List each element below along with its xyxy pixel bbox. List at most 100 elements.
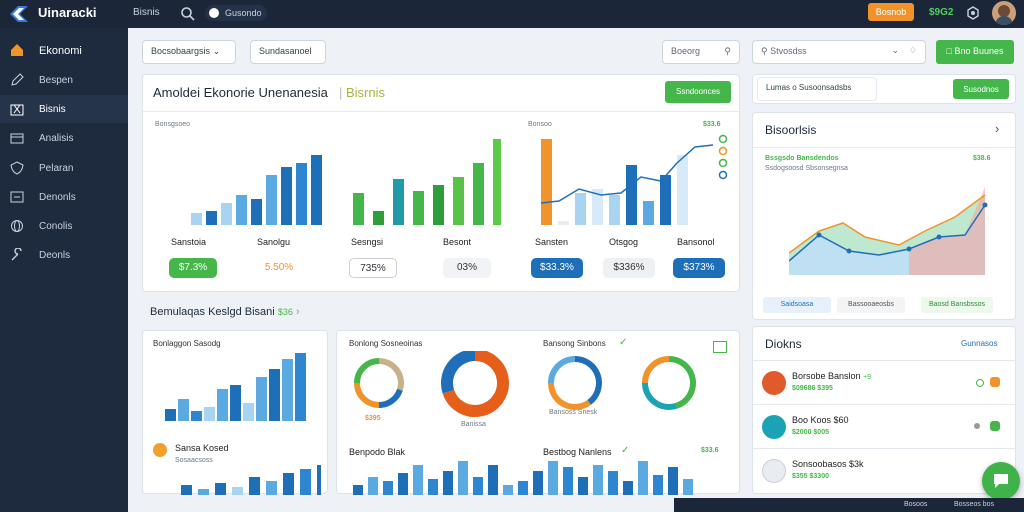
chart-bar — [433, 185, 444, 225]
right-filter-select[interactable]: Lumas o Susoonsadsbs — [757, 77, 877, 101]
chart-bar — [191, 411, 202, 421]
list-item-title: Boo Koos $60 — [792, 415, 849, 425]
sidebar-item-details[interactable]: Denonls — [0, 183, 128, 211]
user-avatar[interactable] — [992, 1, 1016, 25]
nav-link[interactable]: Bisnis — [133, 7, 160, 18]
section2-panel1: Bonlaggon Sasodg Sansa Kosed Sosaacsoss — [142, 330, 328, 495]
sidebar-item-business[interactable]: Bisnis — [0, 95, 128, 123]
donut-segment — [354, 382, 380, 408]
chart-bar — [198, 489, 209, 495]
panel3-pct-badge-3: $373% — [673, 258, 725, 278]
chart-point — [982, 202, 988, 208]
donut-label-2: Banissa — [461, 421, 486, 428]
sidebar-item-payments[interactable]: Pelaran — [0, 154, 128, 182]
search-input[interactable]: Boeorg — [671, 46, 701, 56]
right-filter-button[interactable]: Susodnos — [953, 79, 1009, 99]
trend-chip-3[interactable]: Baosd Bansbssos — [921, 297, 993, 313]
home-icon — [11, 44, 23, 56]
chart-bar — [266, 481, 277, 495]
summary-accent-label: Bisrnis — [346, 85, 386, 100]
chart-bar — [643, 201, 654, 225]
panel1-label-2: Sanolgu — [257, 237, 291, 247]
sidebar-item-controls[interactable]: Conolis — [0, 212, 128, 240]
footer-link-1[interactable]: Bosoos — [904, 501, 928, 508]
donut-label: $395 — [365, 415, 381, 422]
chart-bar — [317, 465, 321, 495]
primary-cta-button[interactable]: Bosnob — [868, 3, 914, 21]
chat-icon — [994, 474, 1008, 488]
donut-segment — [642, 382, 678, 410]
sidebar-item-reports[interactable]: Bespen — [0, 66, 128, 94]
apply-button[interactable]: □ Bno Buunes — [936, 40, 1014, 64]
chart-bar — [398, 473, 408, 495]
list-item-subtitle: $355 $3300 — [792, 473, 829, 480]
chart-bar — [236, 195, 247, 225]
chart-bar — [204, 407, 215, 421]
sidebar: Ekonomi Bespen Bisnis Analisis Pelaran D… — [0, 28, 128, 512]
global-search[interactable]: ⚲ Stvosdss ⌄ ♢ — [752, 40, 926, 64]
chart-bar — [181, 485, 192, 495]
chart-bar — [558, 221, 569, 225]
search-icon[interactable] — [180, 6, 196, 22]
chart-bar — [232, 487, 243, 495]
chart-bar — [458, 461, 468, 495]
chart-bar — [518, 481, 528, 495]
global-search-input[interactable]: Stvosdss — [770, 46, 807, 56]
chart-bar — [243, 403, 254, 421]
summary-action-button[interactable]: Ssndoonces — [665, 81, 731, 103]
sidebar-item-label: Deonls — [39, 250, 71, 261]
trend-chip-1[interactable]: Saidsoasa — [763, 297, 831, 313]
search-box[interactable]: Boeorg ⚲ — [662, 40, 740, 64]
footer-link-2[interactable]: Bosseos bos — [954, 501, 995, 508]
donut-segment — [378, 358, 404, 391]
category-select[interactable]: Bocsobaargsis ⌄ — [142, 40, 236, 64]
panel2-label-2: Besont — [443, 237, 472, 247]
message-icon — [990, 421, 1000, 431]
chat-fab-button[interactable] — [982, 462, 1020, 500]
sidebar-item-label: Analisis — [39, 133, 74, 144]
sidebar-item-label: Denonls — [39, 192, 76, 203]
panel-header: Bonlong Sosneoinas — [349, 339, 423, 348]
chart-bar — [393, 179, 404, 225]
trend-chip-2[interactable]: Bassooaeosbs — [837, 297, 905, 313]
donut-segment — [378, 388, 403, 408]
chart-icon[interactable] — [713, 341, 727, 353]
chart-bar — [578, 477, 588, 495]
chart-line — [789, 194, 986, 254]
gear-icon[interactable] — [966, 6, 980, 20]
sidebar-item-economy[interactable]: Ekonomi — [0, 36, 128, 64]
chart-bar — [295, 353, 306, 421]
check-icon: ✓ — [619, 337, 628, 348]
list-item-title: Sonsoobasos $3k — [792, 459, 864, 469]
chart-bar — [215, 483, 226, 495]
chart-bar — [353, 193, 364, 225]
donut-segment — [548, 356, 576, 384]
list-card: Diokns Gunnasos — [752, 326, 1016, 494]
chevron-right-icon[interactable]: › — [995, 121, 1000, 136]
chart-point — [816, 232, 822, 238]
chart-bar — [548, 461, 558, 495]
list-item[interactable]: Boo Koos $60 $2000 $005 — [752, 404, 1016, 448]
apply-button-label: Bno Buunes — [954, 46, 1004, 56]
sidebar-item-label: Ekonomi — [39, 45, 82, 57]
panel3-label-2: Otsgog — [609, 237, 639, 247]
sidebar-item-data[interactable]: Deonls — [0, 241, 128, 269]
chart-bar — [453, 177, 464, 225]
section2-bar-chart-2 — [181, 465, 321, 495]
legend-marker — [718, 170, 728, 180]
workspace-pill[interactable]: Gusondo — [205, 5, 267, 21]
sidebar-item-analysis[interactable]: Analisis — [0, 124, 128, 152]
list-view-link[interactable]: Gunnasos — [961, 339, 998, 348]
donut-label-3: Bansoss Snesk — [549, 409, 598, 416]
avatar-head-icon — [998, 5, 1010, 17]
chart-point — [906, 246, 912, 252]
donut-segment — [442, 351, 509, 417]
summary-accent: | Bisrnis — [339, 85, 385, 100]
section2-panel2: Bonlong Sosneoinas Bansong Sinbons ✓ $39… — [336, 330, 740, 495]
lock-icon — [762, 415, 786, 439]
list-item[interactable]: Borsobe Banslon +9 $09686 $395 — [752, 360, 1016, 404]
period-select[interactable]: Sundasanoel — [250, 40, 326, 64]
panel-header: Bonlaggon Sasodg — [153, 339, 221, 348]
list-item[interactable]: Sonsoobasos $3k $355 $3300 — [752, 448, 1016, 492]
chart-bar — [413, 465, 423, 495]
